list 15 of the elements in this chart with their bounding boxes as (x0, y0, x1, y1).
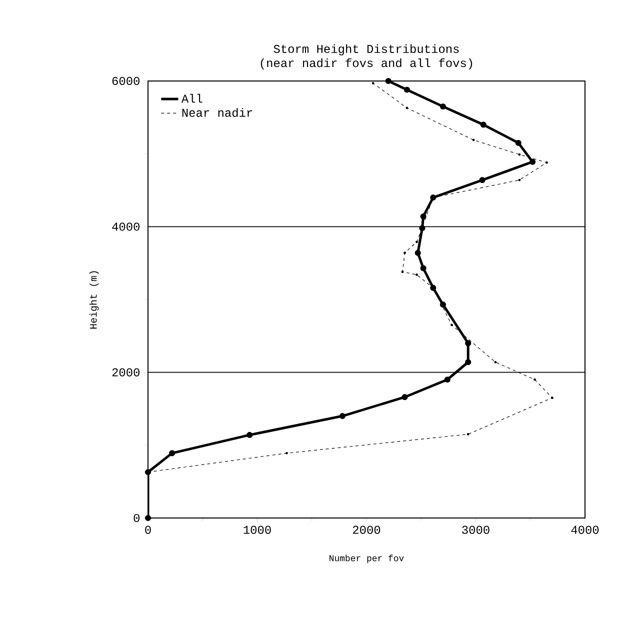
chart-title: Storm Height Distributions (274, 44, 459, 56)
x-tick-label: 4000 (571, 526, 599, 534)
y-tick-label: 4000 (112, 222, 140, 231)
x-axis-title: Number per fov (330, 554, 404, 564)
y-tick-label: 6000 (112, 76, 140, 86)
x-tick-label: 2000 (352, 526, 380, 534)
x-tick-label: 1000 (244, 526, 271, 534)
y-tick-label: 0 (134, 514, 140, 522)
y-axis-title: Height (m) (89, 271, 99, 329)
legend-label: Near nadir (182, 108, 252, 117)
chart-subtitle: (near nadir fovs and all fovs) (260, 58, 472, 70)
legend-label: All (181, 94, 202, 103)
y-tick-label: 2000 (112, 368, 140, 376)
x-tick-label: 0 (145, 526, 151, 534)
x-tick-label: 3000 (462, 526, 490, 534)
